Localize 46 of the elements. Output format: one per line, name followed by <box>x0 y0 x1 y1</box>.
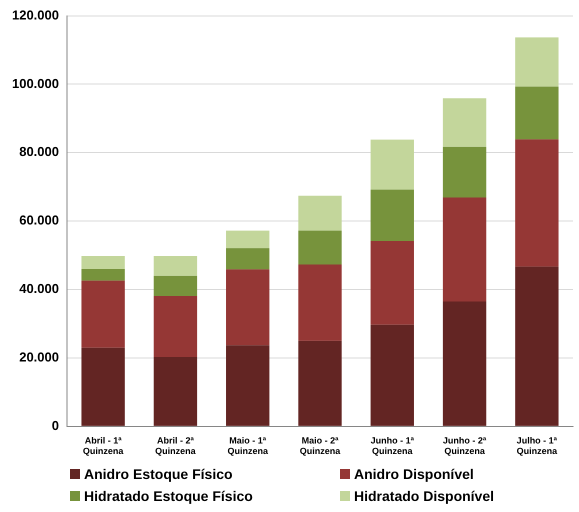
y-tick-label: 60.000 <box>19 212 59 228</box>
y-tick-label: 80.000 <box>19 144 59 160</box>
bar <box>81 280 125 348</box>
bar <box>81 348 125 426</box>
y-tick-label: 100.000 <box>12 76 59 91</box>
y-tick-label: 40.000 <box>19 281 59 296</box>
x-tick-label: Maio - 1ª Quinzena <box>227 435 269 456</box>
bar <box>226 345 270 426</box>
bar <box>154 296 198 357</box>
bar <box>226 230 270 248</box>
bar <box>442 146 486 198</box>
bar <box>370 240 414 325</box>
bar <box>442 302 486 426</box>
x-tick-label: Julho - 1ª Quinzena <box>516 435 558 456</box>
bar <box>515 37 559 87</box>
bar <box>298 340 342 426</box>
bar <box>515 86 559 140</box>
bar <box>226 248 270 270</box>
x-tick-label: Maio - 2ª Quinzena <box>300 435 342 456</box>
x-tick-label: Abril - 1ª Quinzena <box>82 435 124 456</box>
bar <box>154 256 198 276</box>
y-tick-label: 0 <box>52 418 59 433</box>
legend-label: Hidratado Estoque Físico <box>84 488 253 504</box>
y-tick-label: 20.000 <box>19 350 59 365</box>
legend-label: Anidro Estoque Físico <box>84 466 233 482</box>
bar <box>370 140 414 190</box>
legend-label: Anidro Disponível <box>354 466 474 482</box>
bar <box>515 266 559 426</box>
x-tick-label: Junho - 1ª Quinzena <box>370 435 415 456</box>
bar <box>370 190 414 241</box>
bar <box>298 196 342 231</box>
legend-label: Hidratado Disponível <box>354 488 494 504</box>
bar <box>298 230 342 265</box>
x-tick-label: Abril - 2ª Quinzena <box>155 435 197 456</box>
bar <box>226 269 270 346</box>
bar <box>81 269 125 281</box>
bar <box>81 256 125 270</box>
bar <box>154 356 198 426</box>
y-tick-label: 120.000 <box>12 7 59 22</box>
x-tick-label: Junho - 2ª Quinzena <box>442 435 487 456</box>
bar <box>515 139 559 267</box>
bar <box>298 264 342 341</box>
bar <box>370 324 414 426</box>
bar <box>154 276 198 296</box>
bar <box>442 197 486 302</box>
bar <box>442 98 486 147</box>
